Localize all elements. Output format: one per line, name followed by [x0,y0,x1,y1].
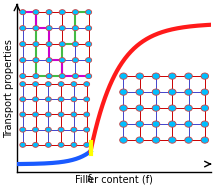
Circle shape [33,58,39,63]
Circle shape [136,89,144,95]
Circle shape [58,127,64,132]
Circle shape [20,112,26,117]
Circle shape [152,89,160,95]
Circle shape [33,74,39,79]
Circle shape [86,58,92,63]
Circle shape [59,26,65,31]
Circle shape [58,97,64,102]
Circle shape [71,127,77,132]
Circle shape [84,97,90,102]
Circle shape [58,82,64,87]
Circle shape [45,127,51,132]
Circle shape [169,89,176,95]
Circle shape [71,82,77,87]
Circle shape [71,97,77,102]
Circle shape [59,10,65,15]
Circle shape [185,105,192,111]
Circle shape [59,42,65,47]
Circle shape [201,89,209,95]
Circle shape [59,58,65,63]
Circle shape [45,112,51,117]
Circle shape [46,26,52,31]
Circle shape [120,73,127,79]
Circle shape [72,58,78,63]
Circle shape [72,42,78,47]
Text: f₁: f₁ [86,174,93,184]
Circle shape [46,42,52,47]
Circle shape [169,105,176,111]
Circle shape [136,105,144,111]
Circle shape [33,26,39,31]
Circle shape [32,82,38,87]
Circle shape [72,74,78,79]
Circle shape [185,89,192,95]
Circle shape [84,82,90,87]
Circle shape [20,127,26,132]
Circle shape [20,74,26,79]
Circle shape [45,82,51,87]
Circle shape [169,121,176,127]
Circle shape [32,127,38,132]
Circle shape [46,10,52,15]
Circle shape [20,58,26,63]
Circle shape [46,58,52,63]
Circle shape [72,26,78,31]
Circle shape [120,137,127,143]
Circle shape [71,142,77,147]
Circle shape [33,10,39,15]
Circle shape [201,121,209,127]
Circle shape [20,142,26,147]
Circle shape [58,142,64,147]
Circle shape [20,26,26,31]
Circle shape [169,73,176,79]
Circle shape [32,142,38,147]
Circle shape [20,10,26,15]
Circle shape [84,112,90,117]
Circle shape [20,42,26,47]
Circle shape [152,73,160,79]
Circle shape [58,112,64,117]
Circle shape [33,42,39,47]
Circle shape [201,105,209,111]
Circle shape [45,97,51,102]
Circle shape [72,10,78,15]
Circle shape [169,137,176,143]
Circle shape [32,112,38,117]
Circle shape [201,137,209,143]
Circle shape [84,127,90,132]
Circle shape [20,82,26,87]
Circle shape [152,121,160,127]
Circle shape [45,142,51,147]
Y-axis label: Transport properties: Transport properties [4,39,14,138]
Circle shape [136,73,144,79]
Circle shape [185,73,192,79]
Circle shape [71,112,77,117]
Circle shape [20,97,26,102]
Circle shape [136,137,144,143]
Circle shape [84,142,90,147]
Circle shape [86,74,92,79]
Circle shape [46,74,52,79]
Circle shape [86,10,92,15]
Circle shape [86,26,92,31]
Circle shape [152,137,160,143]
Circle shape [201,73,209,79]
Circle shape [185,137,192,143]
X-axis label: Filler content (f): Filler content (f) [75,175,153,185]
Circle shape [120,89,127,95]
Circle shape [136,121,144,127]
Circle shape [185,121,192,127]
Circle shape [86,42,92,47]
Circle shape [120,121,127,127]
Circle shape [32,97,38,102]
Circle shape [59,74,65,79]
Circle shape [152,105,160,111]
Circle shape [120,105,127,111]
